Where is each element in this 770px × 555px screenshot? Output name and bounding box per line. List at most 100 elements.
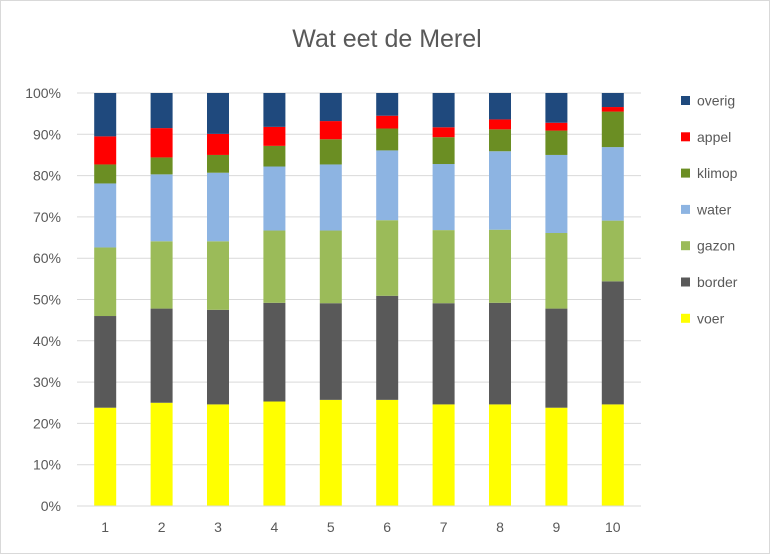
legend-swatch-voer	[681, 313, 690, 323]
x-axis: 1 2 3 4 5 6 7 8 9 10	[77, 505, 641, 535]
legend-label-appel: appel	[697, 129, 731, 145]
y-tick-label: 90%	[33, 126, 61, 142]
y-tick-label: 20%	[33, 415, 61, 431]
bar-segment-overig	[489, 93, 511, 120]
bar-segment-appel	[376, 115, 399, 129]
bar-segment-voer	[319, 399, 342, 506]
bar-segment-water	[489, 151, 511, 230]
bar-segment-klimop	[263, 145, 286, 167]
bar-segment-klimop	[94, 164, 117, 184]
bar-segment-border	[207, 309, 229, 405]
legend-label-overig: overig	[697, 93, 735, 109]
bar-segment-voer	[207, 404, 229, 506]
bar-segment-border	[319, 303, 342, 400]
x-tick-label: 5	[327, 519, 335, 535]
bar-segment-voer	[601, 404, 624, 506]
bar-segment-overig	[263, 93, 286, 127]
y-tick-label: 0%	[41, 498, 61, 514]
legend-label-water: water	[696, 201, 732, 217]
bars	[94, 93, 624, 506]
bar-segment-water	[319, 164, 342, 231]
bar-segment-klimop	[489, 129, 511, 152]
bar-segment-voer	[263, 401, 286, 506]
bar-segment-voer	[545, 407, 568, 506]
legend: overig appel klimop water gazon border voer	[681, 93, 738, 326]
legend-label-klimop: klimop	[697, 165, 738, 181]
bar-segment-appel	[150, 128, 173, 158]
bar-segment-gazon	[150, 241, 173, 309]
bar-segment-overig	[376, 93, 399, 116]
legend-swatch-water	[681, 204, 690, 214]
bar-segment-water	[94, 183, 117, 248]
x-tick-label: 3	[214, 519, 222, 535]
bar-segment-water	[545, 154, 568, 234]
legend-swatch-border	[681, 277, 690, 287]
bar-segment-klimop	[150, 157, 173, 175]
bar-segment-overig	[319, 93, 342, 122]
bar-segment-appel	[545, 122, 568, 131]
bar-segment-klimop	[545, 130, 568, 155]
bar-segment-gazon	[263, 230, 286, 303]
x-tick-label: 4	[271, 519, 279, 535]
bar-segment-overig	[94, 93, 117, 137]
bar-segment-water	[150, 174, 173, 242]
bar-segment-overig	[432, 93, 455, 128]
bar-segment-overig	[545, 93, 568, 123]
bar-segment-overig	[601, 93, 624, 108]
legend-swatch-gazon	[681, 241, 690, 251]
legend-label-border: border	[697, 274, 738, 290]
y-tick-label: 100%	[25, 85, 61, 101]
bar-segment-appel	[489, 119, 511, 130]
bar-segment-voer	[489, 404, 511, 506]
bar-segment-border	[150, 308, 173, 403]
bar-segment-klimop	[207, 154, 229, 173]
x-tick-label: 8	[496, 519, 504, 535]
bar-segment-appel	[263, 126, 286, 146]
bar-segment-water	[601, 147, 624, 221]
y-tick-label: 40%	[33, 333, 61, 349]
bar-segment-appel	[432, 127, 455, 138]
bar-segment-gazon	[207, 241, 229, 310]
bar-segment-klimop	[601, 111, 624, 148]
bar-segment-water	[376, 150, 399, 221]
bar-segment-appel	[319, 121, 342, 140]
bar-segment-gazon	[319, 230, 342, 304]
bar-segment-overig	[150, 93, 173, 129]
x-tick-label: 10	[605, 519, 621, 535]
bar-segment-gazon	[94, 247, 117, 317]
bar-segment-appel	[601, 107, 624, 112]
y-tick-label: 60%	[33, 250, 61, 266]
bar-segment-voer	[432, 404, 455, 506]
bar-segment-appel	[94, 136, 117, 165]
bar-segment-gazon	[489, 229, 511, 303]
x-tick-label: 6	[383, 519, 391, 535]
y-tick-label: 30%	[33, 374, 61, 390]
bar-segment-gazon	[376, 220, 399, 296]
chart-title: Wat eet de Merel	[292, 25, 481, 53]
legend-swatch-appel	[681, 132, 690, 142]
bar-segment-appel	[207, 133, 229, 155]
bar-segment-voer	[94, 407, 117, 506]
bar-segment-overig	[207, 93, 229, 134]
x-tick-label: 7	[440, 519, 448, 535]
y-tick-label: 70%	[33, 209, 61, 225]
bar-segment-klimop	[376, 128, 399, 151]
y-axis-ticks: 0% 10% 20% 30% 40% 50% 60% 70% 80% 90% 100%	[25, 85, 61, 514]
bar-segment-border	[94, 316, 117, 408]
bar-segment-voer	[376, 399, 399, 506]
bar-segment-border	[376, 295, 399, 400]
bar-segment-voer	[150, 402, 173, 506]
bar-segment-gazon	[601, 220, 624, 282]
y-tick-label: 80%	[33, 168, 61, 184]
bar-segment-klimop	[432, 137, 455, 165]
bar-segment-water	[432, 164, 455, 231]
bar-segment-border	[432, 303, 455, 405]
bar-segment-klimop	[319, 139, 342, 165]
bar-segment-border	[545, 308, 568, 408]
x-tick-label: 2	[158, 519, 166, 535]
bar-segment-border	[489, 302, 511, 405]
y-tick-label: 50%	[33, 292, 61, 308]
bar-segment-border	[601, 281, 624, 405]
